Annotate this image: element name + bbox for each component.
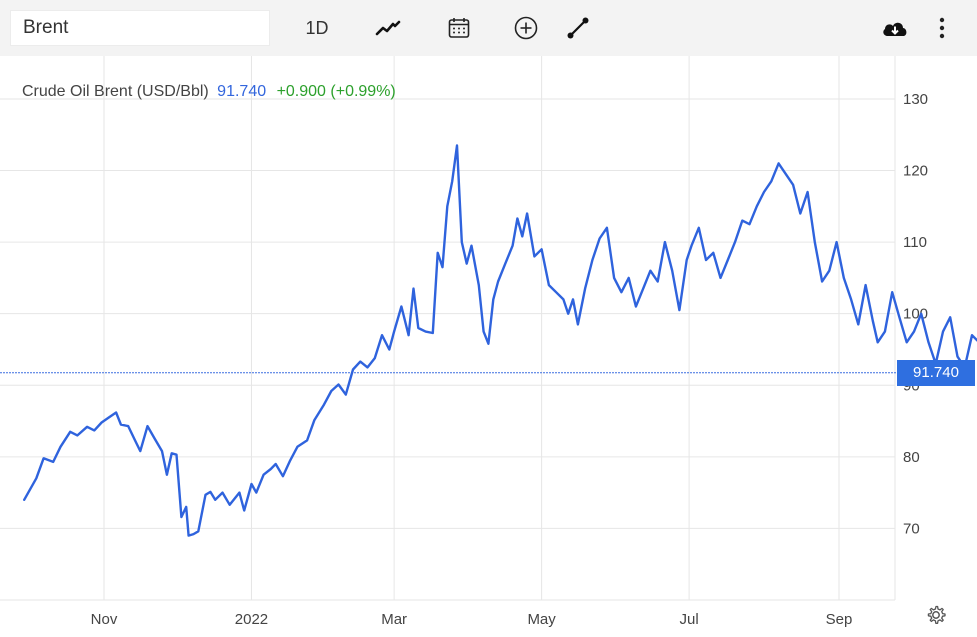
- legend-price: 91.740: [217, 83, 267, 100]
- chart-grid: [0, 56, 896, 601]
- draw-line-icon[interactable]: [563, 14, 593, 42]
- x-tick-label: Mar: [381, 611, 407, 628]
- line-chart-icon[interactable]: [372, 14, 404, 42]
- toolbar: Brent 1D: [0, 0, 977, 56]
- symbol-search-input[interactable]: Brent: [10, 10, 270, 46]
- y-tick-label: 70: [903, 520, 920, 537]
- x-tick-label: 2022: [235, 611, 268, 628]
- y-tick-label: 130: [903, 91, 928, 108]
- y-tick-label: 80: [903, 449, 920, 466]
- x-axis: Nov 2022 Mar May Jul Sep: [91, 611, 853, 628]
- y-tick-label: 120: [903, 163, 928, 180]
- x-tick-label: Sep: [826, 611, 853, 628]
- y-tick-label: 100: [903, 306, 928, 323]
- calendar-icon[interactable]: [444, 14, 474, 42]
- legend-change: +0.900 (+0.99%): [276, 83, 396, 100]
- y-axis: 708090100110120130: [903, 91, 928, 537]
- last-price-tag: 91.740: [897, 359, 975, 386]
- chart-legend: Crude Oil Brent (USD/Bbl) 91.740 +0.900 …: [22, 83, 396, 101]
- more-vertical-icon[interactable]: [930, 14, 954, 42]
- settings-gear-icon[interactable]: [925, 604, 947, 626]
- timeframe-button[interactable]: 1D: [305, 17, 329, 38]
- y-tick-label: 110: [903, 234, 927, 251]
- price-series-line: [23, 144, 977, 537]
- x-tick-label: Nov: [91, 611, 118, 628]
- add-circle-icon[interactable]: [511, 14, 541, 42]
- legend-instrument-name: Crude Oil Brent (USD/Bbl): [22, 83, 209, 100]
- cloud-download-icon[interactable]: [878, 14, 912, 42]
- x-tick-label: May: [527, 611, 556, 628]
- x-tick-label: Jul: [680, 611, 699, 628]
